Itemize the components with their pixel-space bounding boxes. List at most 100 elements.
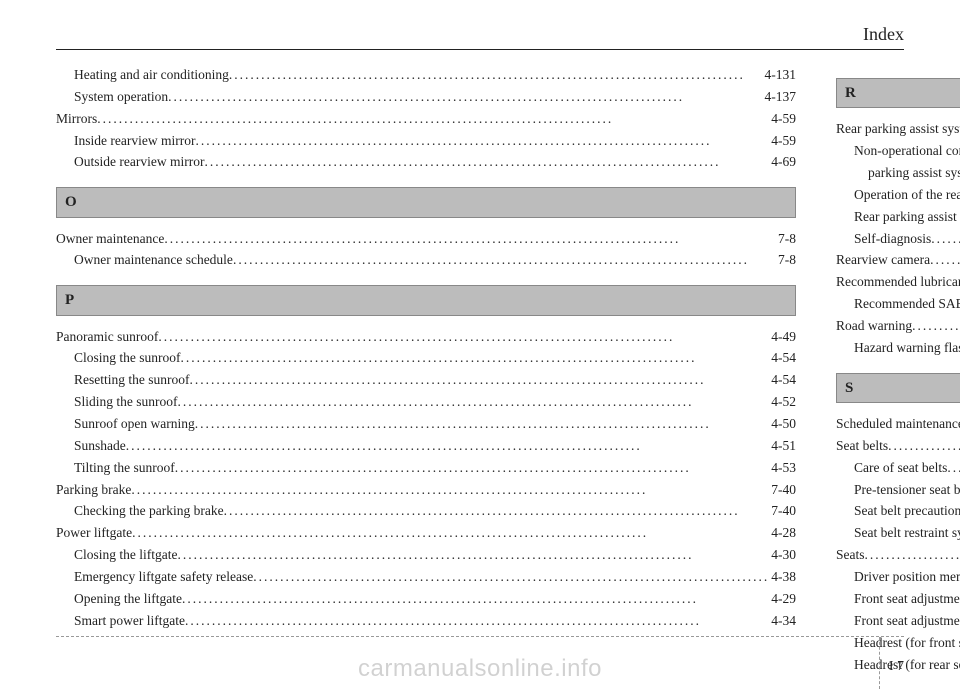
index-entry: Parking brake ..........................… [56,479,796,501]
index-entry: Resetting the sunroof ..................… [56,369,796,391]
index-entry: Seat belts .............................… [836,435,960,457]
index-entry: Seats ..................................… [836,544,960,566]
index-entry: Power liftgate .........................… [56,522,796,544]
entry-label: Sunroof open warning [74,413,195,435]
entry-label: Seat belt restraint system [854,522,960,544]
entry-page: 4-34 [769,610,796,632]
entry-page: 7-8 [776,249,796,271]
entry-dots: ........................................… [931,228,960,250]
entry-dots: ........................................… [181,347,770,369]
entry-dots: ........................................… [178,391,770,413]
entry-label: Rearview camera [836,249,930,271]
index-entry: Outside rearview mirror ................… [56,151,796,173]
entry-label: Resetting the sunroof [74,369,189,391]
entry-label: Rear parking assist system precautions [854,206,960,228]
index-entry: Front seat adjustment - manual .........… [836,588,960,610]
index-entry: Operation of the rear parking assist sys… [836,184,960,206]
index-entry: Mirrors ................................… [56,108,796,130]
index-entry: Non-operational conditions of rear [836,140,960,162]
entry-label: Sunshade [74,435,126,457]
entry-label: System operation [74,86,168,108]
index-entry: Owner maintenance schedule .............… [56,249,796,271]
index-entry: Road warning ...........................… [836,315,960,337]
entry-page: 4-59 [769,108,796,130]
entry-dots: ........................................… [912,315,960,337]
index-entry: Panoramic sunroof ......................… [56,326,796,348]
entry-dots: ........................................… [888,435,960,457]
entry-page: 4-69 [769,151,796,173]
index-entry: Sunroof open warning ...................… [56,413,796,435]
entry-label: Outside rearview mirror [74,151,204,173]
index-entry: Headrest (for front seat) ..............… [836,632,960,654]
entry-dots: ........................................… [189,369,769,391]
entry-label: Smart power liftgate [74,610,185,632]
index-entry: Recommended lubricants and capacities ..… [836,271,960,293]
entry-page: 4-137 [763,86,797,108]
entry-label: Owner maintenance schedule [74,249,233,271]
entry-dots: ........................................… [178,544,770,566]
entry-label: Heating and air conditioning [74,64,229,86]
entry-label: Front seat adjustment - power [854,610,960,632]
entry-dots: ........................................… [168,86,762,108]
entry-dots: ........................................… [930,249,960,271]
entry-page: 4-59 [769,130,796,152]
index-entry: Scheduled maintenance service ..........… [836,413,960,435]
section-heading: R [836,78,960,108]
index-entry: Rear parking assist system .............… [836,118,960,140]
entry-page: 4-52 [769,391,796,413]
entry-page: 4-30 [769,544,796,566]
index-entry: Seat belt precautions ..................… [836,500,960,522]
entry-label: Road warning [836,315,912,337]
section-heading: S [836,373,960,403]
entry-page: 4-53 [769,457,796,479]
entry-label: Tilting the sunroof [74,457,175,479]
right-column: R Rear parking assist system ............… [836,64,960,675]
entry-dots: ........................................… [195,413,770,435]
entry-label: Recommended lubricants and capacities [836,271,960,293]
index-entry: Inside rearview mirror .................… [56,130,796,152]
index-entry: Rearview camera ........................… [836,249,960,271]
entry-label: Pre-tensioner seat belt [854,479,960,501]
entry-page: 4-50 [769,413,796,435]
entry-label: Panoramic sunroof [56,326,158,348]
entry-label: Operation of the rear parking assist sys… [854,184,960,206]
entry-page: 7-40 [769,500,796,522]
entry-label: Non-operational conditions of rear [854,140,960,162]
entry-page: 4-49 [769,326,796,348]
entry-page: 4-38 [769,566,796,588]
entry-dots: ........................................… [182,588,769,610]
index-entry: Front seat adjustment - power ..........… [836,610,960,632]
section-heading: O [56,187,796,217]
index-entry: Seat belt restraint system .............… [836,522,960,544]
index-entry: Closing the sunroof ....................… [56,347,796,369]
entry-label: Closing the sunroof [74,347,181,369]
entry-dots: ........................................… [204,151,769,173]
entry-label: Recommended SAE viscosity number [854,293,960,315]
index-entry: Sunshade ...............................… [56,435,796,457]
index-entry: Tilting the sunroof ....................… [56,457,796,479]
left-column: Heating and air conditioning ...........… [56,64,796,675]
entry-dots: ........................................… [233,249,776,271]
entry-page: 4-28 [769,522,796,544]
entry-label: Parking brake [56,479,131,501]
index-entry: Heating and air conditioning ...........… [56,64,796,86]
index-entry: parking assist system ..................… [836,162,960,184]
entry-dots: ........................................… [175,457,770,479]
entry-label: Closing the liftgate [74,544,178,566]
entry-label: Driver position memory system (for power… [854,566,960,588]
entry-label: Mirrors [56,108,97,130]
index-entry: Closing the liftgate ...................… [56,544,796,566]
entry-label: Seats [836,544,865,566]
page-header: Index [56,24,904,50]
index-entry: Owner maintenance ......................… [56,228,796,250]
entry-dots: ........................................… [185,610,769,632]
index-entry: Care of seat belts .....................… [836,457,960,479]
index-entry: Self-diagnosis .........................… [836,228,960,250]
entry-page: 7-40 [769,479,796,501]
entry-label: Emergency liftgate safety release [74,566,253,588]
entry-label: Sliding the sunroof [74,391,178,413]
entry-label: Opening the liftgate [74,588,182,610]
entry-label: Rear parking assist system [836,118,960,140]
index-entry: Checking the parking brake .............… [56,500,796,522]
entry-page: 4-54 [769,369,796,391]
